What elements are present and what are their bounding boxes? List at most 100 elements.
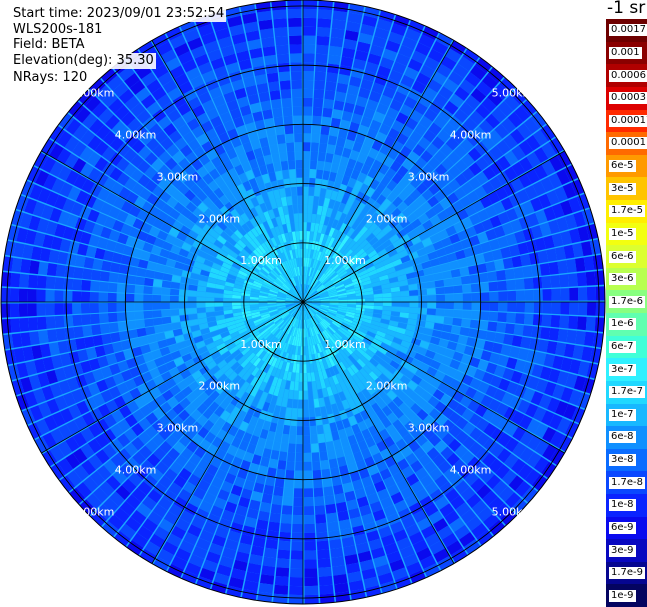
ppi-gate — [522, 387, 536, 402]
ppi-gate — [312, 279, 319, 288]
ppi-gate — [254, 445, 264, 457]
ppi-gate — [58, 458, 73, 475]
ppi-gate — [212, 19, 228, 32]
ppi-gate — [258, 302, 268, 305]
colorbar-tick-label: 3e-7 — [609, 363, 636, 376]
ppi-gate — [475, 447, 490, 462]
ppi-gate — [449, 359, 461, 370]
colorbar-tick-label: 1e-8 — [609, 499, 636, 512]
ppi-gate — [327, 449, 337, 460]
ppi-gate — [200, 120, 214, 133]
ppi-gate — [362, 337, 373, 346]
ppi-gate — [43, 415, 58, 431]
ppi-gate — [218, 270, 229, 278]
ppi-gate — [235, 205, 245, 216]
ppi-gate — [454, 524, 471, 540]
ppi-gate — [259, 307, 269, 312]
ppi-gate — [537, 339, 549, 353]
ppi-gate — [357, 550, 372, 563]
ppi-gate — [526, 418, 541, 434]
ppi-gate — [544, 381, 557, 397]
ppi-gate — [551, 233, 564, 248]
ppi-gate — [437, 363, 450, 374]
ppi-gate — [183, 177, 196, 189]
ppi-gate — [237, 226, 247, 236]
ppi-gate — [427, 295, 437, 302]
ppi-gate — [505, 492, 521, 509]
ppi-gate — [271, 413, 279, 424]
ppi-gate — [428, 433, 442, 447]
ppi-gate — [548, 328, 560, 341]
ppi-gate — [347, 571, 363, 583]
ppi-gate — [215, 314, 225, 321]
ppi-gate — [283, 487, 294, 498]
ppi-gate — [303, 302, 312, 305]
ppi-gate — [288, 26, 302, 36]
ppi-gate — [85, 95, 101, 112]
ppi-gate — [176, 213, 188, 225]
ppi-gate — [230, 266, 240, 274]
ppi-gate — [389, 559, 405, 572]
ppi-gate — [301, 293, 303, 302]
ppi-gate — [309, 308, 316, 316]
ppi-gate — [362, 364, 373, 375]
ppi-gate — [63, 278, 74, 290]
ppi-gate — [125, 457, 140, 472]
ppi-gate — [372, 338, 383, 346]
ppi-gate — [452, 277, 462, 286]
ppi-gate — [132, 218, 145, 230]
ppi-gate — [362, 280, 372, 286]
ppi-gate — [304, 328, 307, 338]
ppi-gate — [531, 364, 544, 378]
ppi-gate — [489, 413, 503, 427]
ppi-gate — [110, 262, 121, 273]
ppi-gate — [190, 409, 202, 421]
ppi-gate — [218, 346, 229, 356]
ppi-gate — [318, 309, 328, 314]
ppi-gate — [281, 233, 287, 243]
ppi-gate — [356, 236, 366, 246]
ppi-gate — [226, 414, 237, 426]
ppi-gate — [278, 320, 286, 329]
ppi-gate — [316, 271, 323, 280]
ppi-gate — [323, 216, 330, 226]
ppi-gate — [109, 438, 124, 453]
ppi-gate — [83, 336, 95, 349]
ppi-gate — [258, 583, 274, 594]
ppi-gate — [372, 432, 383, 445]
ppi-gate — [355, 223, 365, 233]
ppi-gate — [260, 391, 268, 402]
ppi-gate — [304, 541, 316, 551]
ppi-gate — [409, 188, 422, 201]
ppi-gate — [296, 296, 303, 302]
ppi-gate — [346, 227, 355, 238]
ppi-gate — [298, 284, 302, 294]
ppi-gate — [450, 495, 466, 510]
ppi-gate — [364, 155, 375, 168]
ppi-gate — [105, 475, 121, 491]
ppi-gate — [68, 351, 80, 365]
ppi-gate — [241, 371, 251, 381]
ppi-gate — [347, 462, 358, 474]
ppi-gate — [190, 421, 203, 434]
ppi-gate — [369, 178, 380, 190]
ppi-gate — [303, 399, 309, 409]
ppi-gate — [515, 302, 526, 313]
ppi-gate — [329, 422, 338, 433]
ppi-gate — [139, 548, 157, 564]
ppi-gate — [294, 299, 303, 302]
ppi-gate — [142, 352, 154, 363]
ppi-gate — [234, 144, 245, 156]
ppi-gate — [311, 443, 319, 453]
ppi-gate — [520, 99, 537, 117]
ppi-gate — [416, 182, 428, 195]
ppi-gate — [525, 134, 541, 151]
ppi-gate — [105, 114, 120, 130]
ppi-gate — [487, 129, 503, 145]
ppi-gate — [126, 540, 144, 556]
ppi-gate — [426, 226, 438, 237]
ppi-gate — [254, 320, 264, 327]
ppi-gate — [487, 271, 498, 282]
ppi-gate — [57, 131, 73, 148]
ppi-gate — [417, 282, 427, 290]
